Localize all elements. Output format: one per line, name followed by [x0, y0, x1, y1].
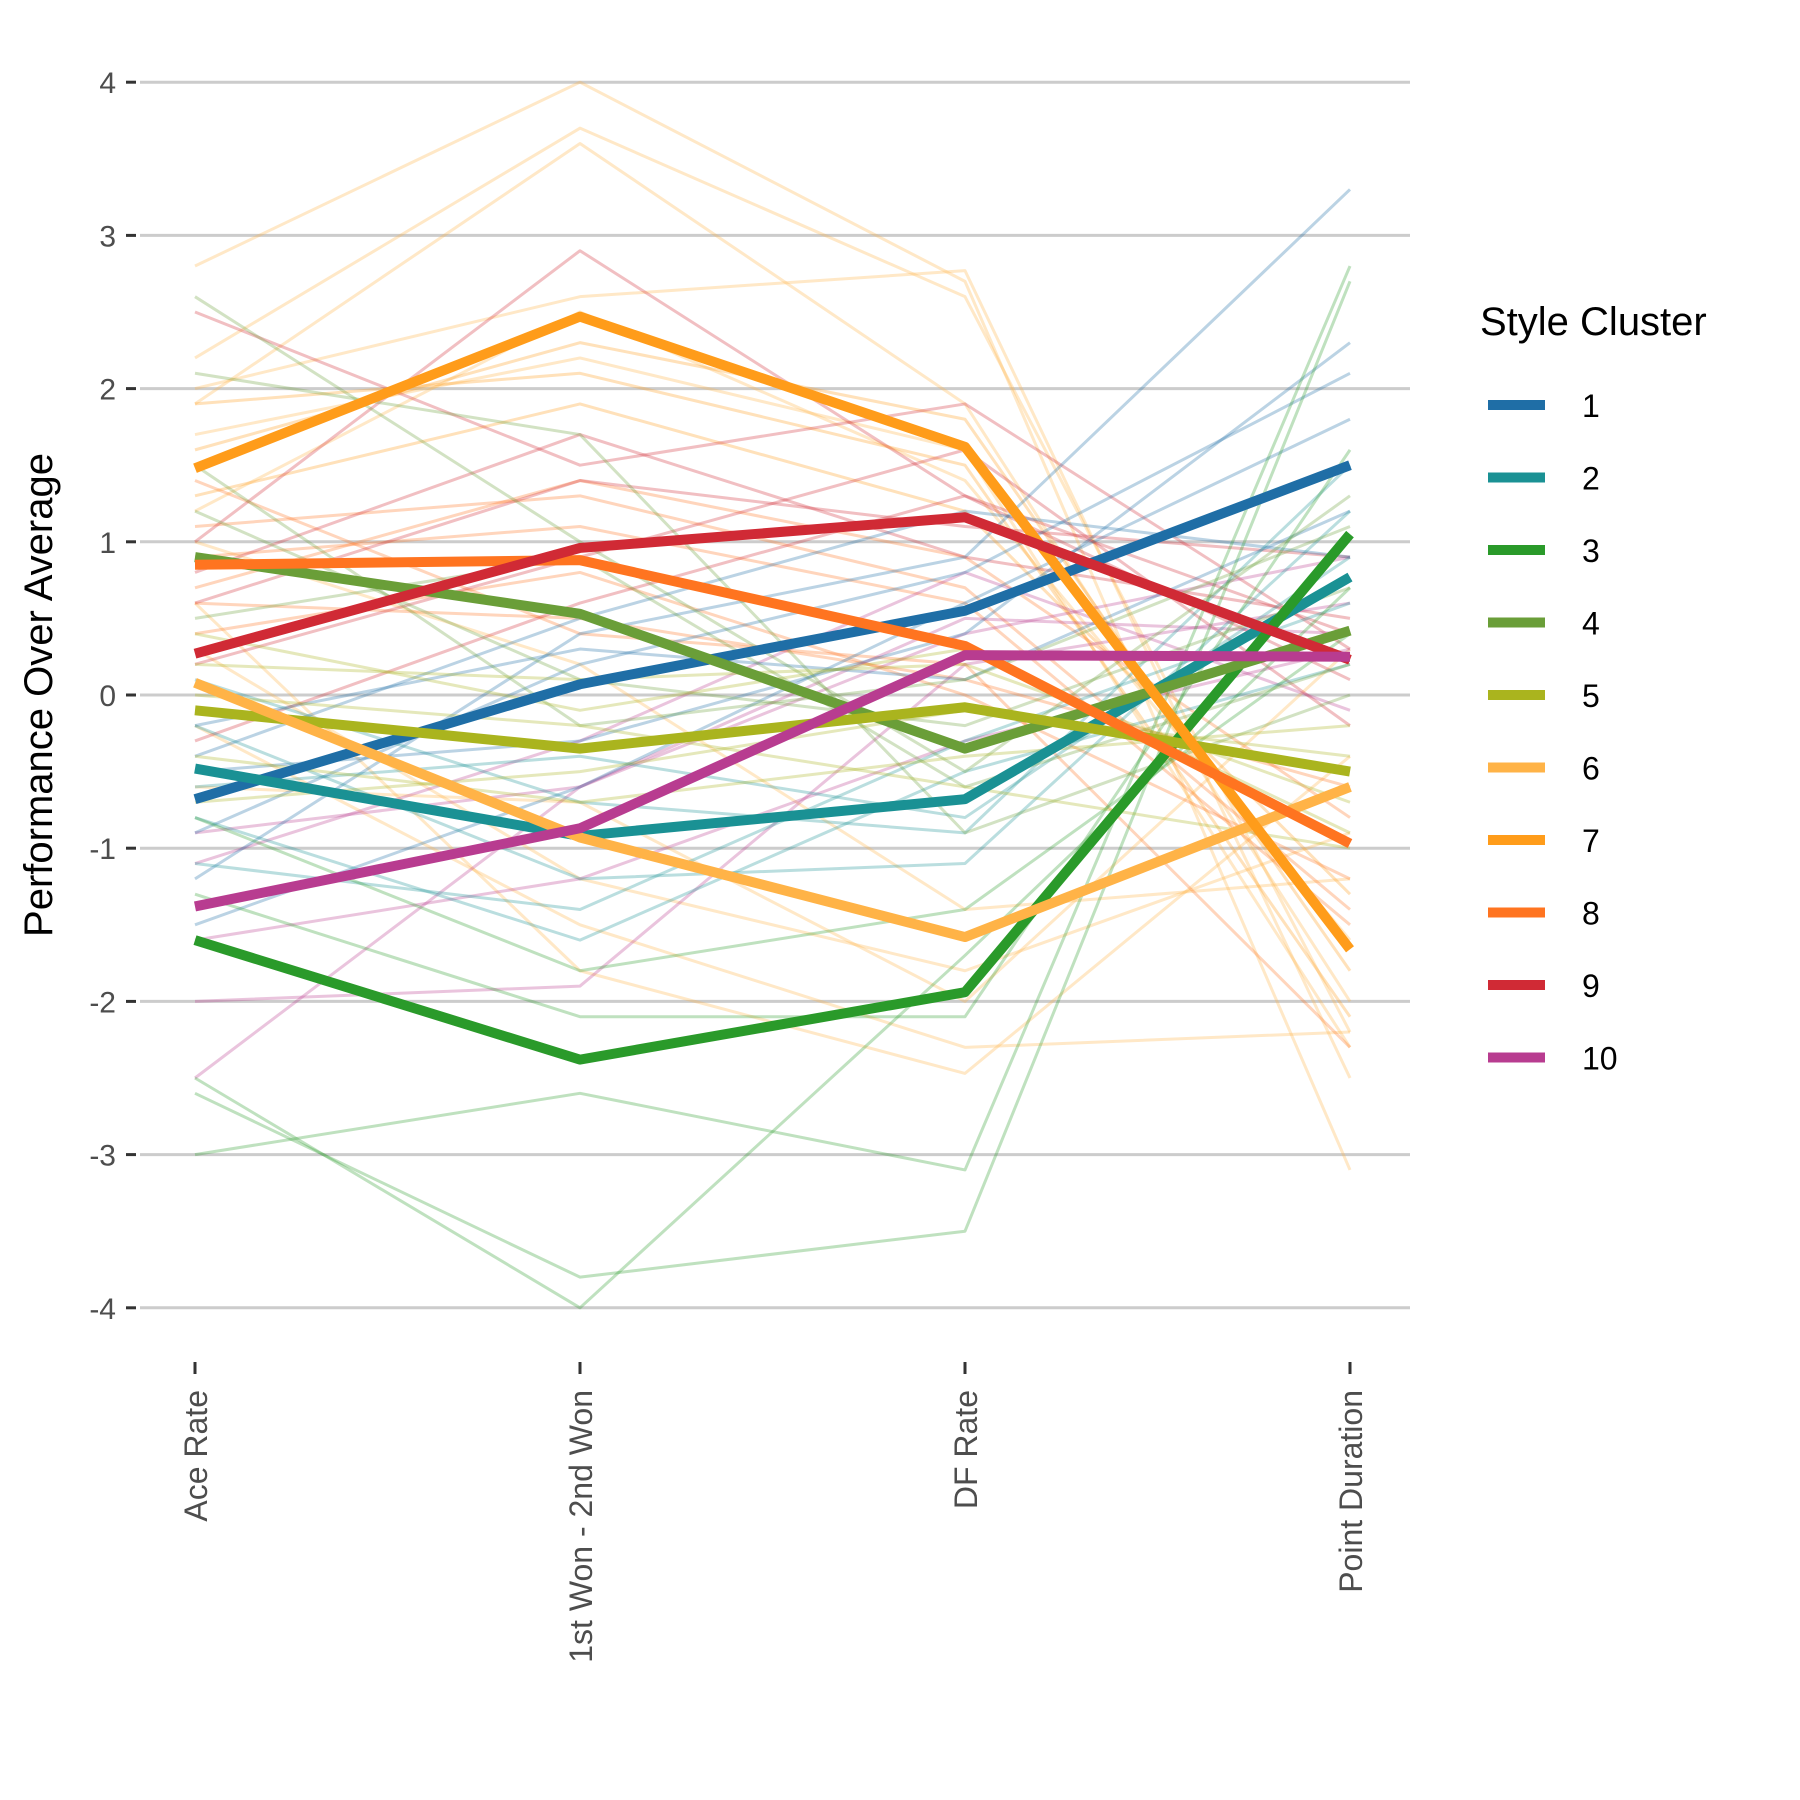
background-line-54 [194, 662, 1351, 804]
legend-label-cluster-6: 6 [1582, 751, 1600, 787]
series-line-cluster-8 [194, 555, 1353, 849]
background-line-51 [194, 463, 1351, 728]
background-line-38 [194, 662, 1351, 942]
cluster-lines-layer [193, 311, 1354, 1065]
tick-label-y-4: 4 [99, 67, 116, 100]
tick-label-y-3: 3 [99, 220, 116, 253]
tick-label-y--3: -3 [89, 1140, 116, 1173]
legend-label-cluster-7: 7 [1582, 823, 1600, 859]
tick-label-x-3: Point Duration [1333, 1390, 1369, 1593]
tick-label-y-0: 0 [99, 680, 116, 713]
legend-label-cluster-5: 5 [1582, 678, 1600, 714]
series-line-cluster-3 [193, 530, 1354, 1065]
background-line-7 [194, 724, 1351, 1049]
tick-label-y--1: -1 [89, 833, 116, 866]
legend-label-cluster-3: 3 [1582, 533, 1600, 569]
background-line-47 [194, 295, 1351, 774]
y-axis-title: Performance Over Average [17, 453, 61, 937]
background-line-3 [194, 269, 1352, 1079]
series-line-cluster-6 [193, 678, 1352, 943]
background-line-26 [194, 616, 1351, 1080]
tick-label-y--4: -4 [89, 1293, 116, 1326]
background-line-33 [194, 371, 1351, 835]
legend-label-cluster-10: 10 [1582, 1041, 1618, 1077]
grid-layer [140, 80, 1410, 1310]
background-line-44 [194, 586, 1352, 1310]
tick-label-y--2: -2 [89, 986, 116, 1019]
legend-label-cluster-2: 2 [1582, 461, 1600, 497]
tick-label-x-2: DF Rate [948, 1390, 984, 1509]
series-line-cluster-4 [194, 552, 1352, 754]
legend-label-cluster-4: 4 [1582, 606, 1600, 642]
background-line-27 [194, 601, 1351, 1003]
background-line-46 [194, 632, 1351, 973]
series-line-cluster-1 [193, 460, 1352, 804]
background-line-0 [194, 80, 1352, 1171]
background-line-30 [194, 555, 1351, 835]
legend-label-cluster-8: 8 [1582, 896, 1600, 932]
background-line-43 [194, 265, 1352, 1172]
background-line-21 [194, 249, 1351, 636]
tick-label-x-0: Ace Rate [178, 1390, 214, 1522]
tick-label-x-1: 1st Won - 2nd Won [563, 1390, 599, 1663]
tick-label-y-2: 2 [99, 374, 116, 407]
legend-title: Style Cluster [1480, 300, 1707, 344]
legend-label-cluster-9: 9 [1582, 968, 1600, 1004]
legend-label-cluster-1: 1 [1582, 388, 1600, 424]
series-line-cluster-7 [193, 311, 1354, 953]
background-line-35 [194, 417, 1351, 927]
tick-label-y-1: 1 [99, 527, 116, 560]
series-line-cluster-9 [193, 512, 1352, 665]
background-line-56 [194, 693, 1351, 850]
axis-layer: 4 3 2 1 0 -1 -2 -3 -4 Ace Rate 1st Won - 2nd Won DF… [89, 67, 1369, 1663]
background-line-5 [194, 310, 1352, 942]
series-line-cluster-10 [194, 650, 1351, 912]
background-line-1 [194, 126, 1352, 1033]
background-line-45 [194, 449, 1352, 1019]
background-line-10 [194, 647, 1352, 1003]
legend: Style Cluster 1 2 3 4 5 6 7 8 9 10 [1480, 300, 1707, 1077]
background-line-40 [194, 601, 1351, 911]
background-line-34 [194, 509, 1351, 728]
